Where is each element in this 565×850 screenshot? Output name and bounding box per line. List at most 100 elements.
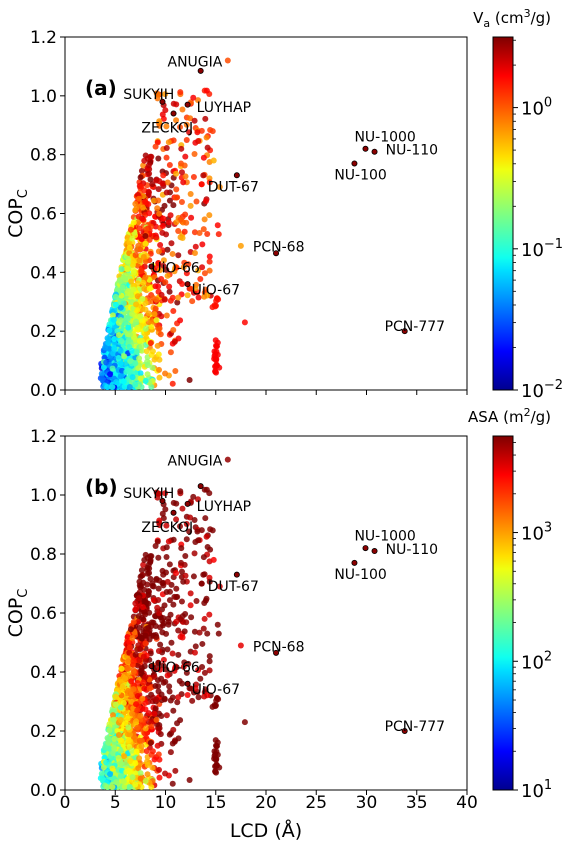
y-tick-label: 0.6 [30, 205, 57, 225]
data-point [215, 231, 222, 238]
data-point [206, 267, 213, 274]
data-point [142, 640, 149, 647]
data-point [144, 762, 151, 769]
data-point [178, 545, 185, 552]
data-point [118, 737, 125, 744]
data-point [134, 724, 141, 731]
data-point [126, 240, 133, 247]
data-point [241, 719, 248, 726]
data-point [169, 650, 176, 657]
data-point [175, 651, 182, 658]
data-point [147, 575, 154, 582]
data-point [125, 258, 132, 265]
data-point [110, 716, 117, 723]
data-point [110, 316, 117, 323]
y-tick-label: 0.4 [30, 663, 57, 683]
data-point [170, 601, 177, 608]
data-point [178, 568, 185, 575]
data-point [145, 600, 152, 607]
data-point [109, 712, 116, 719]
data-point [200, 571, 207, 578]
point-label: DUT-67 [208, 179, 259, 195]
data-point [156, 610, 163, 617]
panel-label: (a) [85, 76, 117, 100]
point-label: PCN-777 [385, 719, 445, 735]
data-point [117, 716, 124, 723]
data-point [142, 274, 149, 281]
highlighted-point [401, 328, 408, 335]
data-point [166, 197, 173, 204]
data-point [187, 590, 194, 597]
data-point [169, 380, 176, 387]
data-point [173, 500, 180, 507]
data-point [196, 629, 203, 636]
data-point [195, 537, 202, 544]
data-point [142, 240, 149, 247]
highlighted-point [351, 160, 358, 167]
data-point [155, 659, 162, 666]
data-point [132, 760, 139, 767]
data-point [117, 304, 124, 311]
data-point [132, 651, 139, 658]
data-point [145, 201, 152, 208]
data-point [133, 718, 140, 725]
data-point [138, 667, 145, 674]
data-point [182, 153, 189, 160]
data-point [177, 488, 184, 495]
data-point [169, 250, 176, 257]
data-point [155, 554, 162, 561]
data-point [181, 162, 188, 169]
point-label: ZECKOJ [141, 520, 193, 536]
data-point [241, 319, 248, 326]
data-point [203, 486, 210, 493]
data-point [147, 153, 154, 160]
data-point [183, 219, 190, 226]
data-point [130, 219, 137, 226]
data-point [139, 204, 146, 211]
data-point [138, 737, 145, 744]
data-point [160, 571, 167, 578]
y-tick-label: 1.2 [30, 427, 57, 447]
data-point [165, 618, 172, 625]
data-point [102, 744, 109, 751]
data-point [155, 596, 162, 603]
data-point [126, 784, 133, 791]
highlighted-point [233, 571, 240, 578]
data-point [119, 284, 126, 291]
data-point [117, 704, 124, 711]
data-point [164, 646, 171, 653]
data-point [166, 597, 173, 604]
data-point [187, 602, 194, 609]
data-point [130, 686, 137, 693]
data-point [203, 533, 210, 540]
data-point [111, 745, 118, 752]
data-point [136, 225, 143, 232]
data-point [198, 181, 205, 188]
data-point [159, 111, 166, 118]
highlighted-point [184, 500, 191, 507]
data-point [138, 743, 145, 750]
x-tick-label: 40 [456, 793, 478, 813]
data-point [167, 749, 174, 756]
data-point [178, 145, 185, 152]
data-point [153, 634, 160, 641]
data-point [175, 227, 182, 234]
data-point [137, 770, 144, 777]
data-point [173, 219, 180, 226]
data-point [109, 784, 116, 791]
data-point [137, 775, 144, 782]
data-point [156, 366, 163, 373]
y-tick-label: 0.2 [30, 322, 57, 342]
data-point [187, 115, 194, 122]
data-point [129, 774, 136, 781]
data-point [164, 578, 171, 585]
data-point [128, 678, 135, 685]
data-point [166, 688, 173, 695]
data-point [152, 143, 159, 150]
data-point [179, 505, 186, 512]
data-point [186, 528, 193, 535]
data-point [156, 522, 163, 529]
data-point [202, 597, 209, 604]
data-point [183, 536, 190, 543]
data-point [125, 724, 132, 731]
